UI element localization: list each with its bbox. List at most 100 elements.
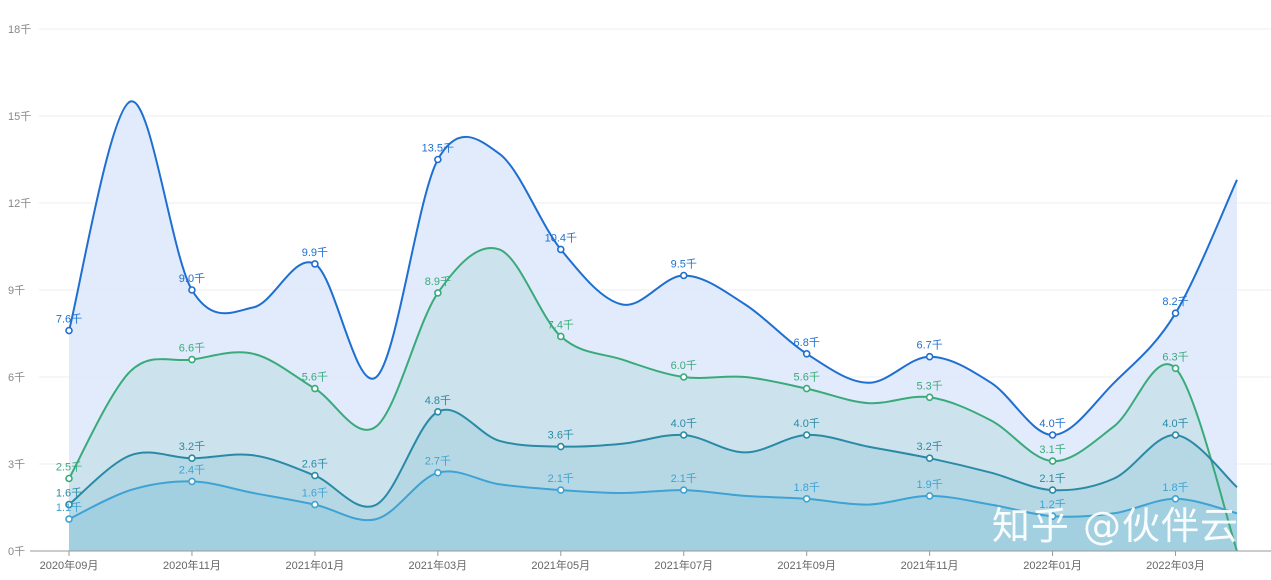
- data-label: 2.4千: [179, 463, 205, 476]
- x-tick-label: 2021年09月: [777, 558, 836, 572]
- series-3-area: [69, 471, 1237, 551]
- data-label: 4.0千: [1039, 417, 1065, 430]
- data-point: [1171, 309, 1180, 318]
- y-tick-label: 9千: [8, 284, 25, 297]
- y-tick-label: 0千: [8, 545, 25, 558]
- y-tick-label: 15千: [8, 110, 31, 123]
- data-point: [679, 431, 688, 439]
- data-label: 6.3千: [1162, 350, 1188, 363]
- data-label: 1.6千: [56, 487, 82, 500]
- x-tick-label: 2021年05月: [531, 558, 590, 572]
- data-point: [311, 471, 319, 480]
- watermark-text: 知乎 @伙伴云: [991, 504, 1239, 548]
- data-label: 6.8千: [794, 336, 820, 349]
- data-label: 2.5千: [56, 461, 82, 474]
- data-point: [802, 349, 811, 358]
- x-tick-label: 2021年11月: [901, 558, 959, 572]
- data-label: 2.1千: [548, 472, 574, 485]
- series-0-line: [68, 100, 1238, 437]
- data-point: [65, 474, 73, 483]
- data-label: 5.6千: [794, 371, 820, 384]
- x-tick-label: 2021年07月: [654, 558, 713, 572]
- data-point: [802, 384, 811, 393]
- data-label: 10.4千: [545, 231, 577, 244]
- data-label: 3.1千: [1039, 443, 1065, 456]
- series-1-line: [68, 247, 1238, 552]
- data-point: [434, 407, 442, 416]
- data-label: 1.2千: [1039, 498, 1065, 511]
- data-point: [1171, 431, 1180, 439]
- data-point: [434, 155, 442, 164]
- x-tick-label: 2022年03月: [1146, 558, 1205, 572]
- data-label: 5.3千: [916, 379, 942, 392]
- data-label: 3.2千: [916, 440, 942, 453]
- data-point: [311, 260, 319, 268]
- y-tick-label: 12千: [8, 197, 31, 210]
- data-point: [556, 332, 565, 341]
- data-label: 7.6千: [56, 313, 82, 326]
- data-point: [1048, 486, 1057, 494]
- data-label: 9.9千: [302, 246, 328, 259]
- data-label: 4.0千: [1162, 417, 1188, 430]
- data-point: [65, 515, 73, 523]
- data-label: 1.9千: [916, 478, 942, 491]
- data-point: [311, 384, 319, 393]
- data-point: [188, 355, 196, 364]
- y-tick-label: 3千: [8, 458, 25, 471]
- data-point: [65, 326, 73, 335]
- data-label: 1.6千: [302, 487, 328, 500]
- data-point: [188, 454, 196, 463]
- data-point: [556, 442, 565, 451]
- data-label: 8.2千: [1162, 295, 1188, 308]
- data-label: 1.8千: [794, 481, 820, 494]
- data-label: 2.1千: [1039, 472, 1065, 485]
- chart-axes: 0千 3千 6千 9千 12千 15千 18千 2020年09月 2020年11月 2021年01…: [8, 23, 1271, 572]
- data-label: 6.7千: [916, 339, 942, 352]
- x-tick-label: 2020年11月: [163, 558, 221, 572]
- data-label: 9.5千: [671, 258, 697, 271]
- data-label: 2.7千: [425, 455, 451, 468]
- data-label: 3.6千: [548, 429, 574, 442]
- data-point: [188, 477, 196, 486]
- data-label: 9.0千: [179, 272, 205, 285]
- data-label: 6.0千: [671, 359, 697, 372]
- data-label: 13.5千: [422, 142, 454, 155]
- data-point: [1048, 512, 1057, 521]
- data-point: [679, 373, 688, 381]
- data-points: [65, 155, 1180, 523]
- data-label: 2.1千: [671, 472, 697, 485]
- data-label: 3.2千: [179, 440, 205, 453]
- data-point: [1171, 494, 1180, 503]
- series-areas: [69, 101, 1237, 552]
- data-point: [556, 486, 565, 494]
- data-point: [434, 289, 442, 297]
- data-point: [679, 486, 688, 494]
- data-point: [188, 286, 196, 294]
- x-tick-label: 2021年01月: [286, 558, 345, 572]
- data-label: 2.6千: [302, 458, 328, 471]
- x-tick-label: 2020年09月: [40, 558, 99, 572]
- data-point: [925, 454, 934, 463]
- data-label: 1.8千: [1162, 481, 1188, 494]
- y-tick-label: 6千: [8, 371, 25, 384]
- data-point: [1048, 431, 1057, 439]
- x-tick-label: 2022年01月: [1023, 558, 1082, 572]
- data-label: 5.6千: [302, 371, 328, 384]
- data-label: 1.1千: [56, 501, 82, 514]
- data-labels: 7.6千 9.0千 9.9千 13.5千 10.4千 9.5千 6.8千 6.7千 4.0千 8.…: [56, 142, 1189, 515]
- data-point: [925, 393, 934, 402]
- data-point: [679, 271, 688, 280]
- data-label: 6.6千: [179, 342, 205, 355]
- x-tick-label: 2021年03月: [408, 558, 467, 572]
- data-point: [434, 468, 442, 477]
- data-label: 7.4千: [548, 318, 574, 331]
- data-point: [1171, 364, 1180, 373]
- data-label: 4.0千: [671, 417, 697, 430]
- data-point: [802, 431, 811, 439]
- data-label: 4.8千: [425, 394, 451, 407]
- data-point: [802, 494, 811, 503]
- y-tick-label: 18千: [8, 23, 31, 36]
- data-label: 8.9千: [425, 275, 451, 288]
- data-point: [556, 245, 565, 254]
